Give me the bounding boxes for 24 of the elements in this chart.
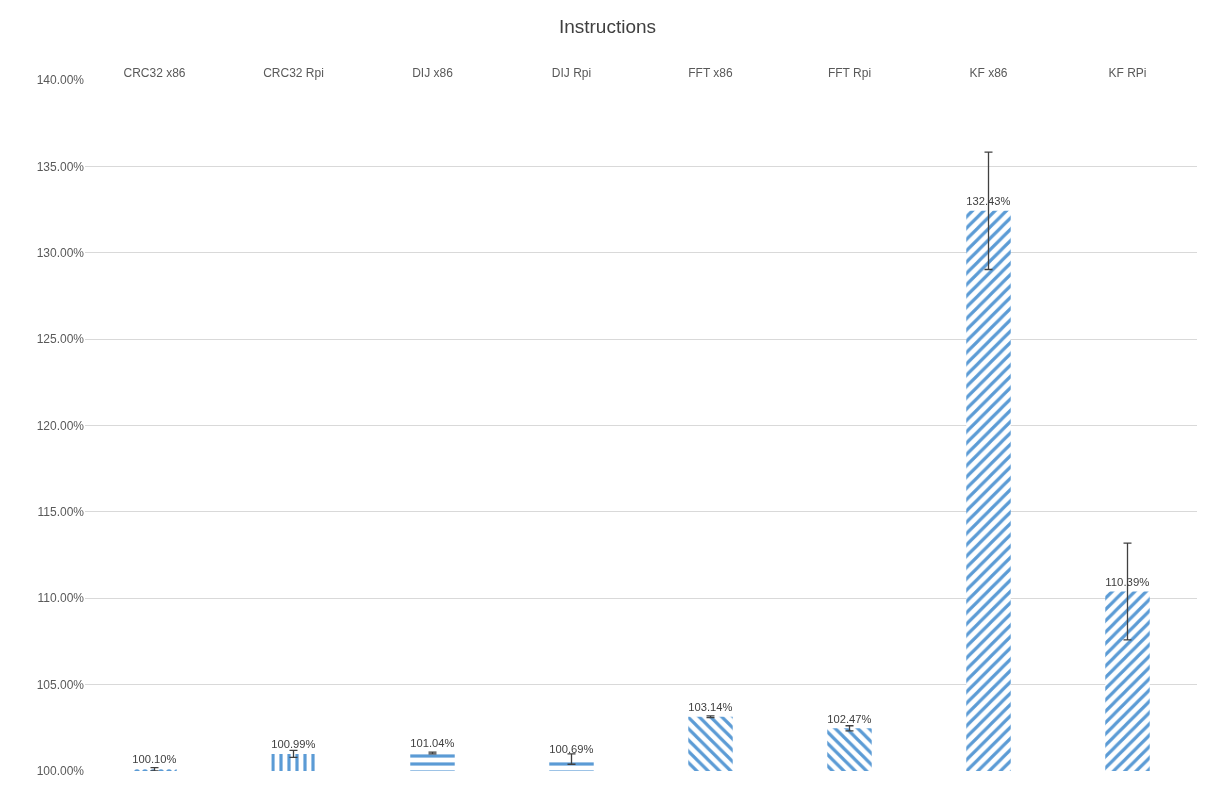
y-tick-label: 130.00%: [36, 245, 85, 260]
y-tick-label: 125.00%: [36, 332, 85, 347]
data-label: 102.47%: [827, 712, 872, 725]
x-tick-label: FFT Rpi: [827, 65, 872, 80]
y-tick-label: 100.00%: [36, 764, 85, 779]
chart-title: Instructions: [558, 16, 657, 38]
x-tick-label: KF x86: [969, 65, 1008, 80]
x-tick-label: DIJ Rpi: [551, 65, 592, 80]
data-label: 103.14%: [688, 700, 733, 713]
y-tick-label: 105.00%: [36, 677, 85, 692]
data-label: 100.10%: [132, 753, 177, 766]
x-tick-label: KF RPi: [1108, 65, 1147, 80]
y-tick-label: 140.00%: [36, 73, 85, 88]
y-tick-label: 135.00%: [36, 159, 85, 174]
data-label: 100.99%: [271, 738, 316, 751]
y-tick-label: 120.00%: [36, 418, 85, 433]
data-label: 100.69%: [549, 743, 594, 756]
x-tick-label: CRC32 x86: [123, 65, 186, 80]
y-tick-label: 115.00%: [37, 505, 85, 520]
data-label: 101.04%: [410, 737, 455, 750]
x-tick-label: DIJ x86: [412, 65, 454, 80]
y-tick-label: 110.00%: [37, 591, 85, 606]
x-tick-label: CRC32 Rpi: [263, 65, 324, 80]
x-tick-label: FFT x86: [688, 65, 734, 80]
